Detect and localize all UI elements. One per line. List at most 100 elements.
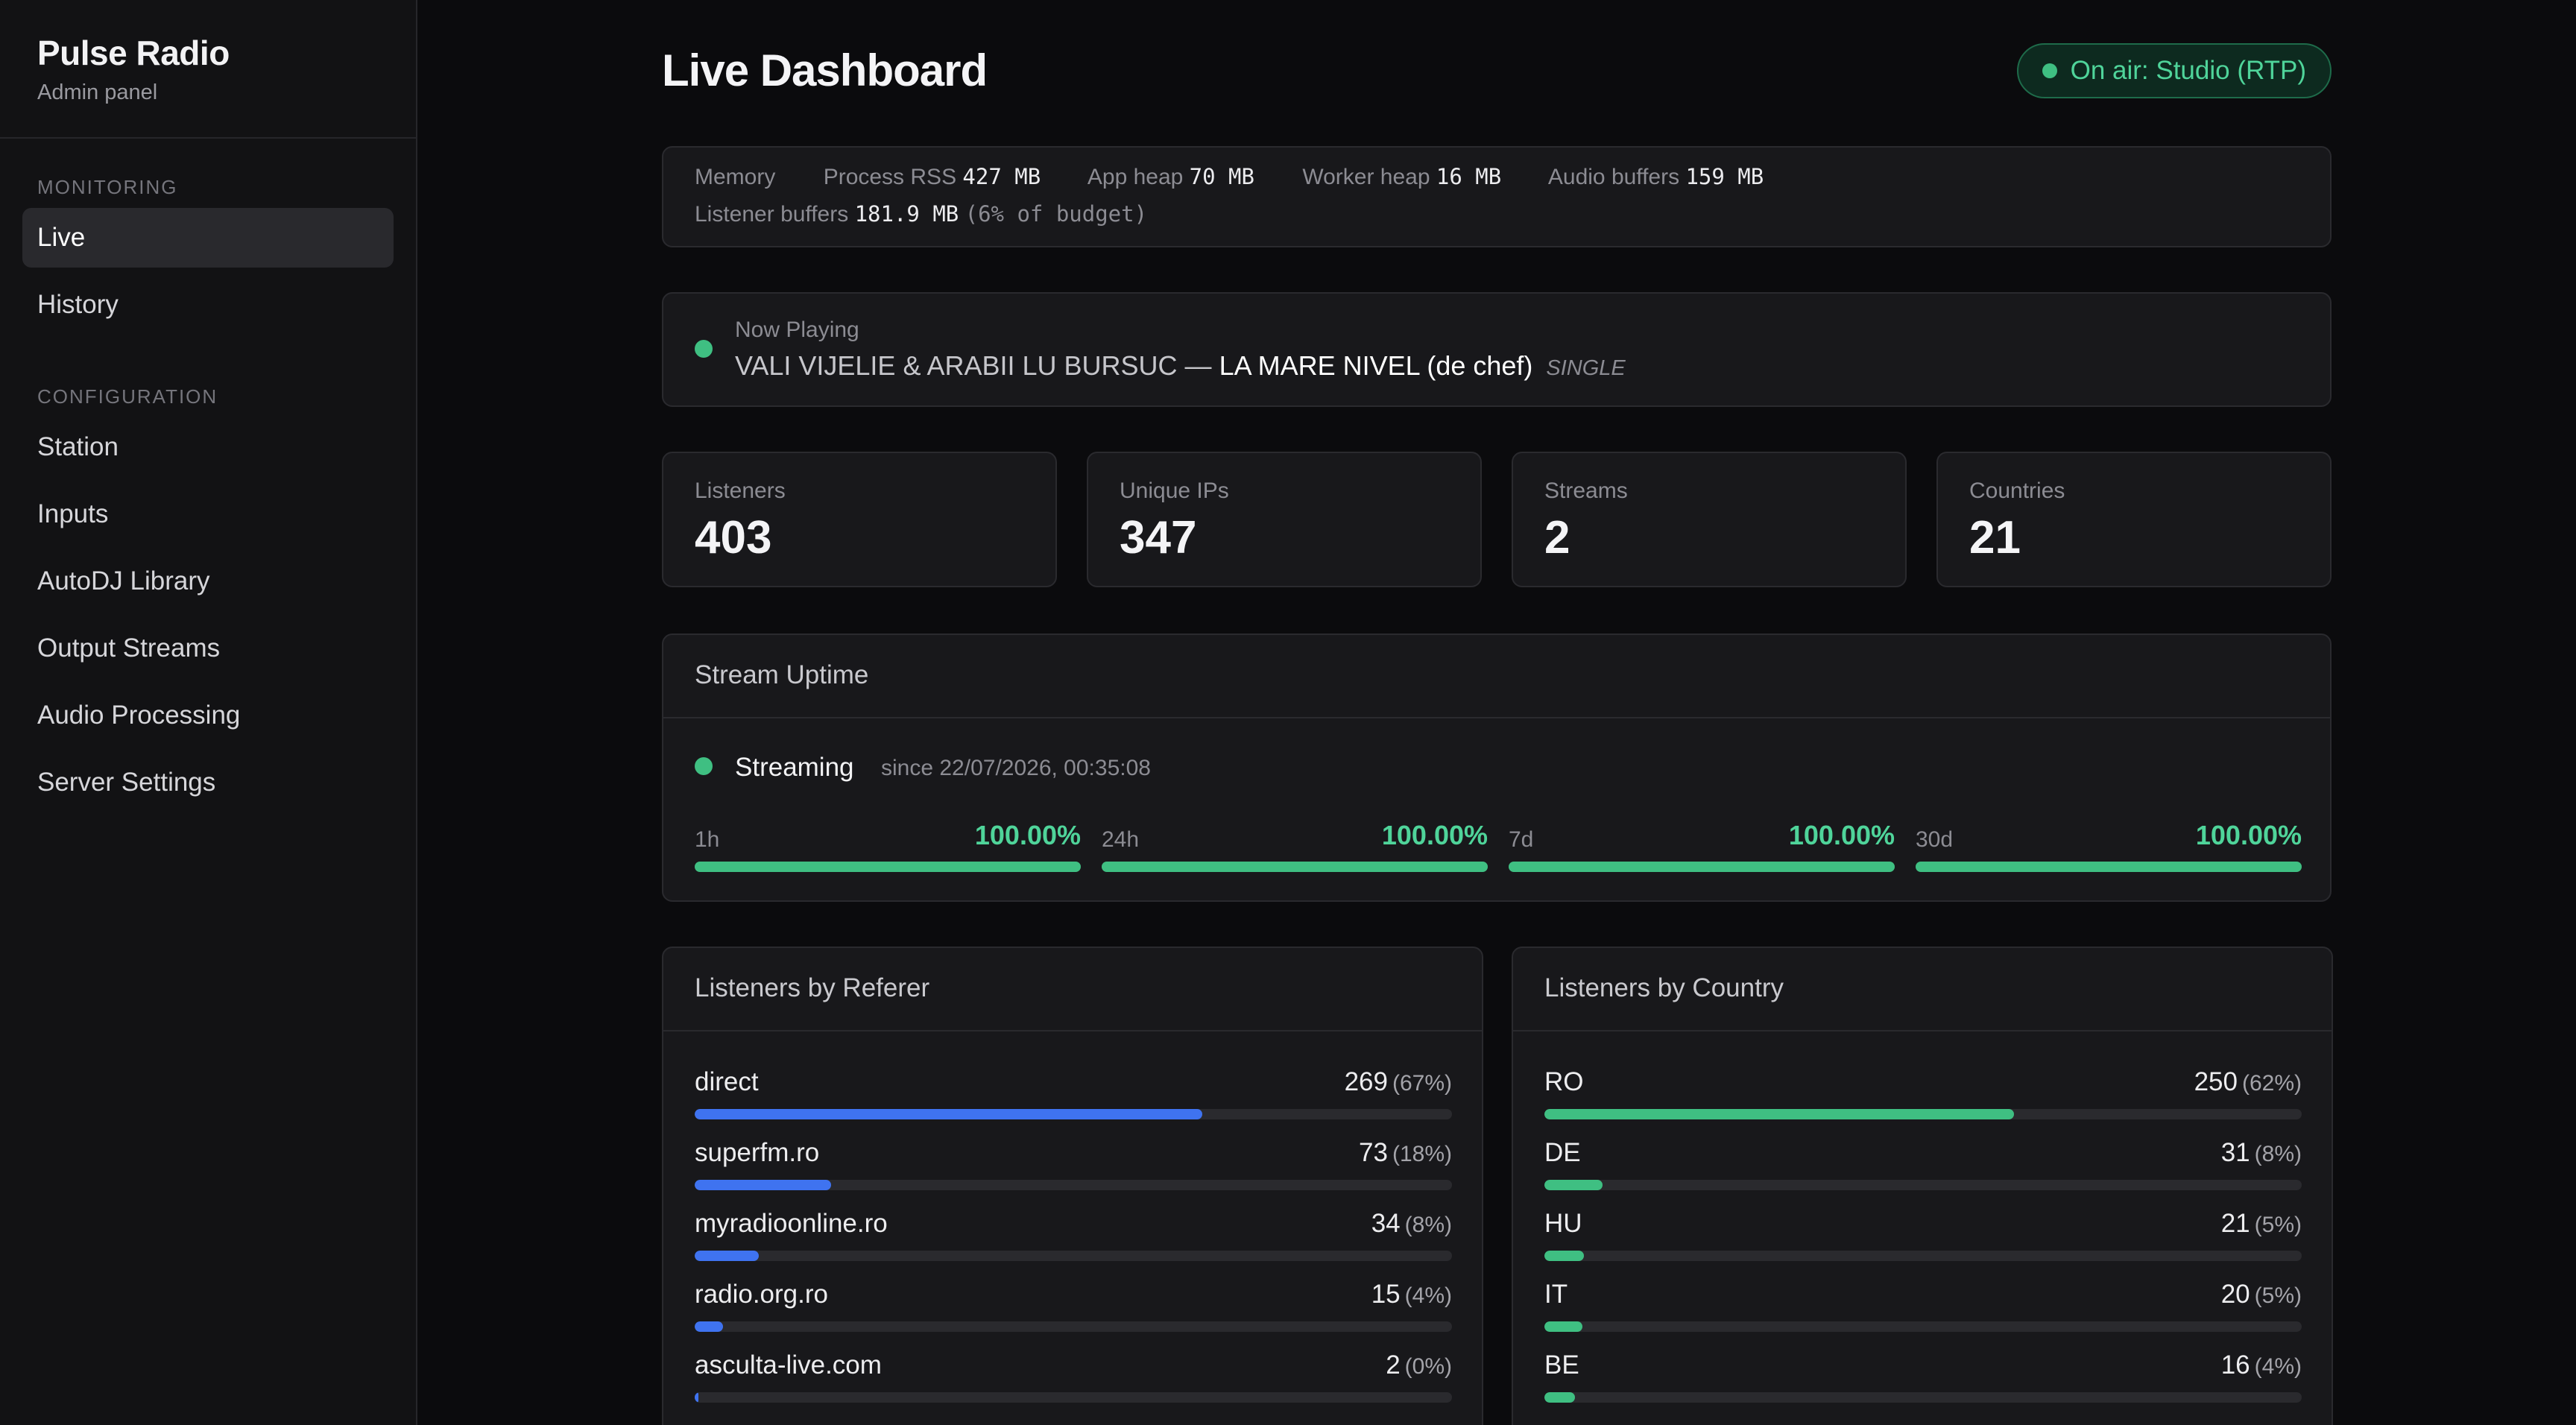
referer-title: Listeners by Referer [695, 973, 930, 1002]
stat-value: 403 [695, 512, 772, 563]
bar [1544, 1251, 2302, 1261]
country-code: IT [1544, 1280, 1568, 1309]
percent: (8%) [2254, 1142, 2302, 1166]
status-dot-icon [2042, 63, 2057, 78]
page-title: Live Dashboard [662, 45, 988, 95]
uptime-bar [695, 862, 1081, 872]
process-rss-value: 427 MB [962, 164, 1041, 189]
brand: Pulse Radio Admin panel [37, 33, 230, 105]
worker-heap-value: 16 MB [1436, 164, 1502, 189]
uptime-period: 30d [1916, 827, 1954, 852]
list-item: DE 31 (8%) [1544, 1138, 2302, 1198]
referer-name: superfm.ro [695, 1138, 820, 1167]
bar [1544, 1180, 2302, 1190]
stat-label: Listeners [695, 478, 786, 503]
count: 15 [1371, 1280, 1401, 1309]
stat-label: Countries [1969, 478, 2065, 503]
sidebar-item-live[interactable]: Live [22, 208, 394, 268]
process-rss-label: Process RSS [823, 165, 957, 189]
country-code: RO [1544, 1067, 1584, 1096]
memory-card: Memory Process RSS 427 MB App heap 70 MB… [662, 146, 2332, 247]
stat-card-listeners: Listeners 403 [662, 452, 1057, 587]
referer-name: asculta-live.com [695, 1350, 882, 1380]
sidebar-item-output-streams[interactable]: Output Streams [37, 633, 221, 663]
sidebar-item-station[interactable]: Station [37, 432, 119, 461]
country-count: 21 (5%) [2221, 1209, 2302, 1239]
count: 21 [2220, 1209, 2250, 1238]
percent: (67%) [1392, 1071, 1452, 1096]
referer-count: 34 (8%) [1371, 1209, 1452, 1239]
stat-value: 2 [1544, 512, 1570, 563]
stat-label: Streams [1544, 478, 1628, 503]
track-artist: VALI VIJELIE & ARABII LU BURSUC [735, 350, 1178, 381]
on-air-label: On air: Studio (RTP) [2070, 56, 2306, 85]
uptime-card: Stream Uptime Streaming since 22/07/2026… [662, 633, 2332, 902]
memory-line-1: Memory Process RSS 427 MB App heap 70 MB… [695, 164, 1805, 190]
uptime-bar [1102, 862, 1488, 872]
bar-fill [695, 1109, 1202, 1119]
percent: (4%) [2254, 1354, 2302, 1379]
country-count: 16 (4%) [2221, 1350, 2302, 1380]
sidebar-item-autodj-library[interactable]: AutoDJ Library [37, 566, 210, 595]
now-playing-card: Now Playing VALI VIJELIE & ARABII LU BUR… [662, 292, 2332, 407]
count: 34 [1371, 1209, 1401, 1238]
uptime-bar-fill [1916, 862, 2302, 872]
now-playing-track: VALI VIJELIE & ARABII LU BURSUC — LA MAR… [735, 350, 1626, 382]
country-card-header: Listeners by Country [1513, 948, 2332, 1031]
count: 31 [2220, 1138, 2250, 1167]
stat-card-countries: Countries 21 [1936, 452, 2332, 587]
bar [1544, 1392, 2302, 1403]
percent: (5%) [2254, 1213, 2302, 1237]
sidebar-item-audio-processing[interactable]: Audio Processing [37, 701, 241, 730]
bar [695, 1180, 1452, 1190]
uptime-period: 7d [1509, 827, 1534, 852]
sidebar-item-inputs[interactable]: Inputs [37, 499, 109, 528]
brand-name: Pulse Radio [37, 34, 230, 72]
list-item: IT 20 (5%) [1544, 1280, 2302, 1339]
audio-buffers-label: Audio buffers [1547, 165, 1680, 189]
uptime-percent: 100.00% [974, 820, 1081, 850]
stat-card-unique-ips: Unique IPs 347 [1087, 452, 1482, 587]
bar-fill [1544, 1321, 1582, 1332]
percent: (8%) [1404, 1213, 1452, 1237]
stat-value: 347 [1120, 512, 1197, 563]
worker-heap: Worker heap 16 MB [1302, 164, 1502, 189]
list-item: asculta-live.com 2 (0%) [695, 1350, 1452, 1410]
bar-fill [1544, 1251, 1584, 1261]
memory-label: Memory [695, 165, 776, 189]
country-code: BE [1544, 1350, 1579, 1380]
percent: (18%) [1392, 1142, 1452, 1166]
uptime-percent: 100.00% [1381, 820, 1488, 850]
referer-count: 73 (18%) [1359, 1138, 1452, 1168]
uptime-bar-fill [1509, 862, 1895, 872]
referer-count: 2 (0%) [1386, 1350, 1452, 1380]
percent: (0%) [1404, 1354, 1452, 1379]
track-separator: — [1177, 350, 1219, 381]
uptime-bar [1509, 862, 1895, 872]
country-count: 250 (62%) [2194, 1067, 2302, 1097]
process-rss: Process RSS 427 MB [823, 164, 1041, 189]
brand-subtitle: Admin panel [37, 80, 158, 104]
bar-fill [1544, 1109, 2014, 1119]
list-item: myradioonline.ro 34 (8%) [695, 1209, 1452, 1268]
now-playing-dot-icon [695, 340, 713, 358]
list-item: radio.org.ro 15 (4%) [695, 1280, 1452, 1339]
sidebar-item-history[interactable]: History [37, 290, 119, 319]
uptime-bar [1916, 862, 2302, 872]
app-heap-label: App heap [1087, 165, 1184, 189]
sidebar-item-server-settings[interactable]: Server Settings [37, 768, 216, 797]
referer-count: 269 (67%) [1345, 1067, 1452, 1097]
country-code: HU [1544, 1209, 1582, 1238]
uptime-title: Stream Uptime [695, 660, 869, 689]
country-title: Listeners by Country [1544, 973, 1784, 1002]
streaming-dot-icon [695, 757, 713, 775]
referer-count: 15 (4%) [1371, 1280, 1452, 1309]
bar-fill [695, 1392, 699, 1403]
bar [1544, 1109, 2302, 1119]
uptime-bar-fill [695, 862, 1081, 872]
referer-card: Listeners by Referer direct 269 (67%) sup… [662, 947, 1483, 1425]
bar-fill [695, 1180, 831, 1190]
list-item: direct 269 (67%) [695, 1067, 1452, 1127]
on-air-badge: On air: Studio (RTP) [2016, 43, 2332, 98]
